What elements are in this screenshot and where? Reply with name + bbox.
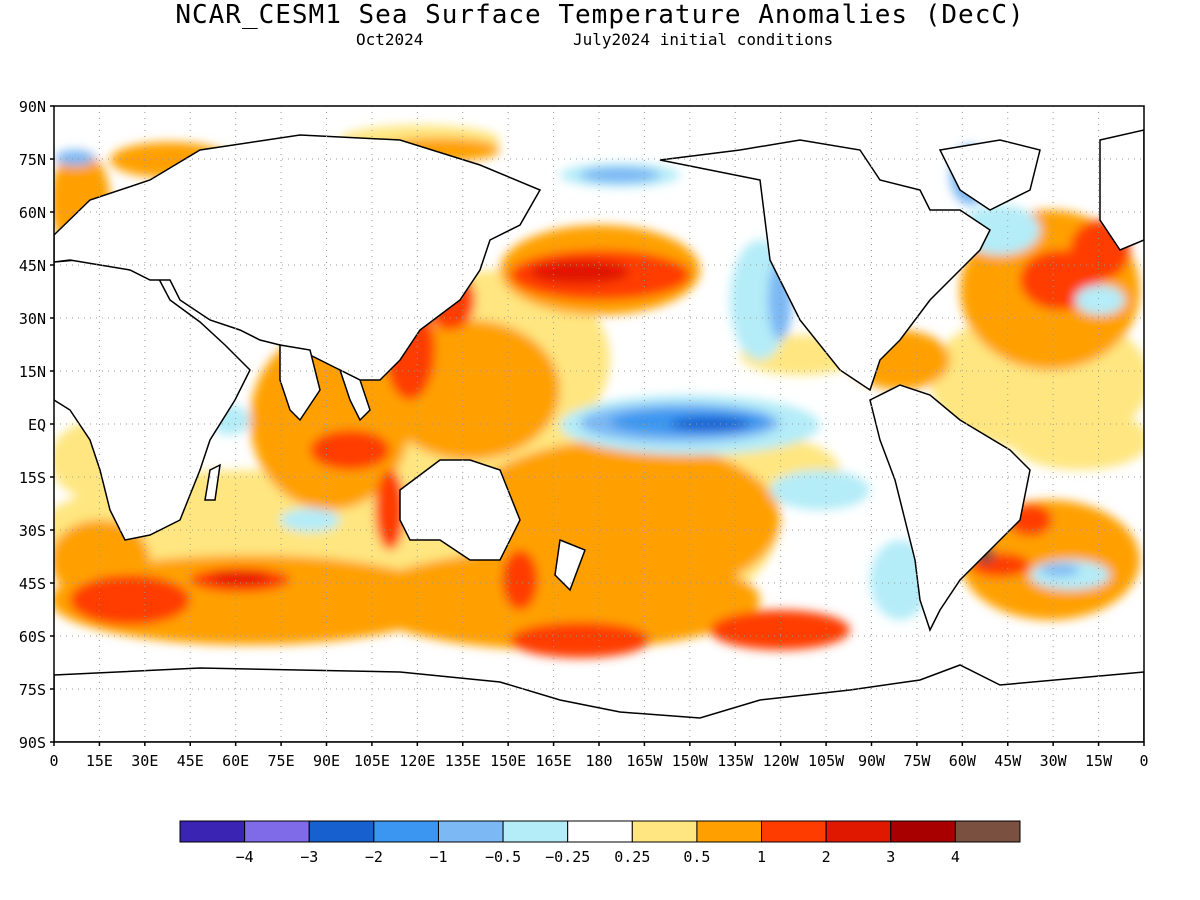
lon-tick-label: 165W — [626, 752, 663, 770]
colorbar-label: −4 — [236, 848, 254, 866]
colorbar-swatch — [308, 820, 375, 843]
lat-tick-label: 75N — [19, 151, 46, 169]
colorbar-swatch — [373, 820, 439, 843]
init-conditions-label: July2024 initial conditions — [573, 30, 834, 49]
valid-month-label: Oct2024 — [356, 30, 424, 49]
colorbar-label: −0.25 — [545, 848, 590, 866]
colorbar-swatch — [696, 820, 763, 843]
lat-tick-label: 15S — [19, 469, 46, 487]
lat-tick-label: 15N — [19, 363, 46, 381]
lon-tick-label: 30E — [131, 752, 158, 770]
colorbar-swatch — [179, 820, 246, 843]
lat-tick-label: 45S — [19, 575, 46, 593]
lon-tick-label: 120W — [763, 752, 800, 770]
colorbar-label: 0.25 — [614, 848, 650, 866]
lon-tick-label: 60E — [222, 752, 249, 770]
lat-tick-label: 30S — [19, 522, 46, 540]
latitude-axis: 90N 75N 60N 45N 30N 15N EQ 15S 30S 45S 60S 75S 90S — [19, 98, 54, 752]
lon-tick-label: 0 — [1139, 752, 1148, 770]
lon-tick-label: 30W — [1040, 752, 1068, 770]
lon-tick-label: 60W — [949, 752, 977, 770]
graticule — [54, 106, 1144, 742]
colorbar-label: 4 — [951, 848, 960, 866]
lon-tick-label: 15W — [1085, 752, 1113, 770]
lat-tick-label: EQ — [28, 416, 46, 434]
longitude-axis: 0 15E 30E 45E 60E 75E 90E 105E 120E 135E 150E 165E 1… — [49, 742, 1149, 770]
lon-tick-label: 105W — [808, 752, 845, 770]
lon-tick-label: 150W — [672, 752, 709, 770]
colorbar-swatch — [954, 820, 1021, 843]
colorbar-swatch — [244, 820, 310, 843]
lon-tick-label: 135E — [445, 752, 481, 770]
colorbar-label: 1 — [757, 848, 766, 866]
lat-tick-label: 60S — [19, 628, 46, 646]
lon-tick-label: 120E — [399, 752, 435, 770]
colorbar-label: −1 — [429, 848, 447, 866]
lon-tick-label: 75E — [268, 752, 295, 770]
map-title: NCAR_CESM1 Sea Surface Temperature Anoma… — [175, 0, 1025, 30]
colorbar-swatch — [631, 820, 698, 843]
lon-tick-label: 180 — [585, 752, 612, 770]
lon-tick-label: 75W — [903, 752, 931, 770]
colorbar-label: 0.5 — [683, 848, 710, 866]
colorbar-swatch — [567, 820, 633, 843]
colorbar-label: −3 — [300, 848, 318, 866]
colorbar-swatch — [890, 820, 956, 843]
lon-tick-label: 45W — [994, 752, 1022, 770]
colorbar-swatch — [502, 820, 569, 843]
lat-tick-label: 90S — [19, 734, 46, 752]
lat-tick-label: 90N — [19, 98, 46, 116]
colorbar: −4 −3 −2 −1 −0.5 −0.25 0.25 0.5 1 2 3 4 — [179, 820, 1021, 866]
lon-tick-label: 45E — [177, 752, 204, 770]
lon-tick-label: 165E — [536, 752, 572, 770]
colorbar-label: −0.5 — [485, 848, 521, 866]
colorbar-label: 3 — [886, 848, 895, 866]
colorbar-swatch — [761, 820, 827, 843]
lon-tick-label: 135W — [717, 752, 754, 770]
colorbar-label: −2 — [365, 848, 383, 866]
lat-tick-label: 30N — [19, 310, 46, 328]
lon-tick-label: 90W — [858, 752, 886, 770]
lon-tick-label: 105E — [354, 752, 390, 770]
colorbar-swatch — [825, 820, 892, 843]
colorbar-label: 2 — [822, 848, 831, 866]
lon-tick-label: 0 — [49, 752, 58, 770]
lon-tick-label: 15E — [86, 752, 113, 770]
anomaly-field — [54, 106, 1144, 742]
colorbar-swatch — [437, 820, 504, 843]
lat-tick-label: 45N — [19, 257, 46, 275]
lat-tick-label: 60N — [19, 204, 46, 222]
lon-tick-label: 150E — [490, 752, 526, 770]
coastlines — [54, 129, 1144, 742]
lat-tick-label: 75S — [19, 681, 46, 699]
lon-tick-label: 90E — [313, 752, 340, 770]
